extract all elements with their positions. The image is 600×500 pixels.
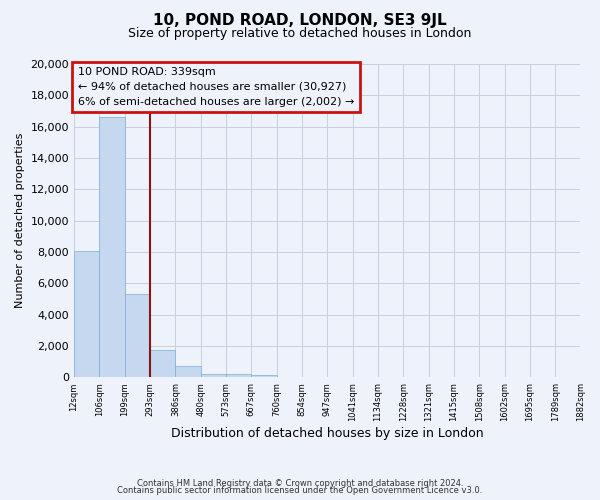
Bar [74,250,100,378]
X-axis label: Distribution of detached houses by size in London: Distribution of detached houses by size … [171,427,484,440]
Bar [150,350,175,378]
Text: 10, POND ROAD, LONDON, SE3 9JL: 10, POND ROAD, LONDON, SE3 9JL [153,12,447,28]
Text: 10 POND ROAD: 339sqm
← 94% of detached houses are smaller (30,927)
6% of semi-de: 10 POND ROAD: 339sqm ← 94% of detached h… [78,67,354,106]
Bar [125,294,150,378]
Bar [200,374,226,378]
Bar [100,118,125,378]
Text: Contains public sector information licensed under the Open Government Licence v3: Contains public sector information licen… [118,486,482,495]
Text: Size of property relative to detached houses in London: Size of property relative to detached ho… [128,28,472,40]
Bar [175,366,200,378]
Text: Contains HM Land Registry data © Crown copyright and database right 2024.: Contains HM Land Registry data © Crown c… [137,478,463,488]
Y-axis label: Number of detached properties: Number of detached properties [15,133,25,308]
Bar [251,375,277,378]
Bar [226,374,251,378]
